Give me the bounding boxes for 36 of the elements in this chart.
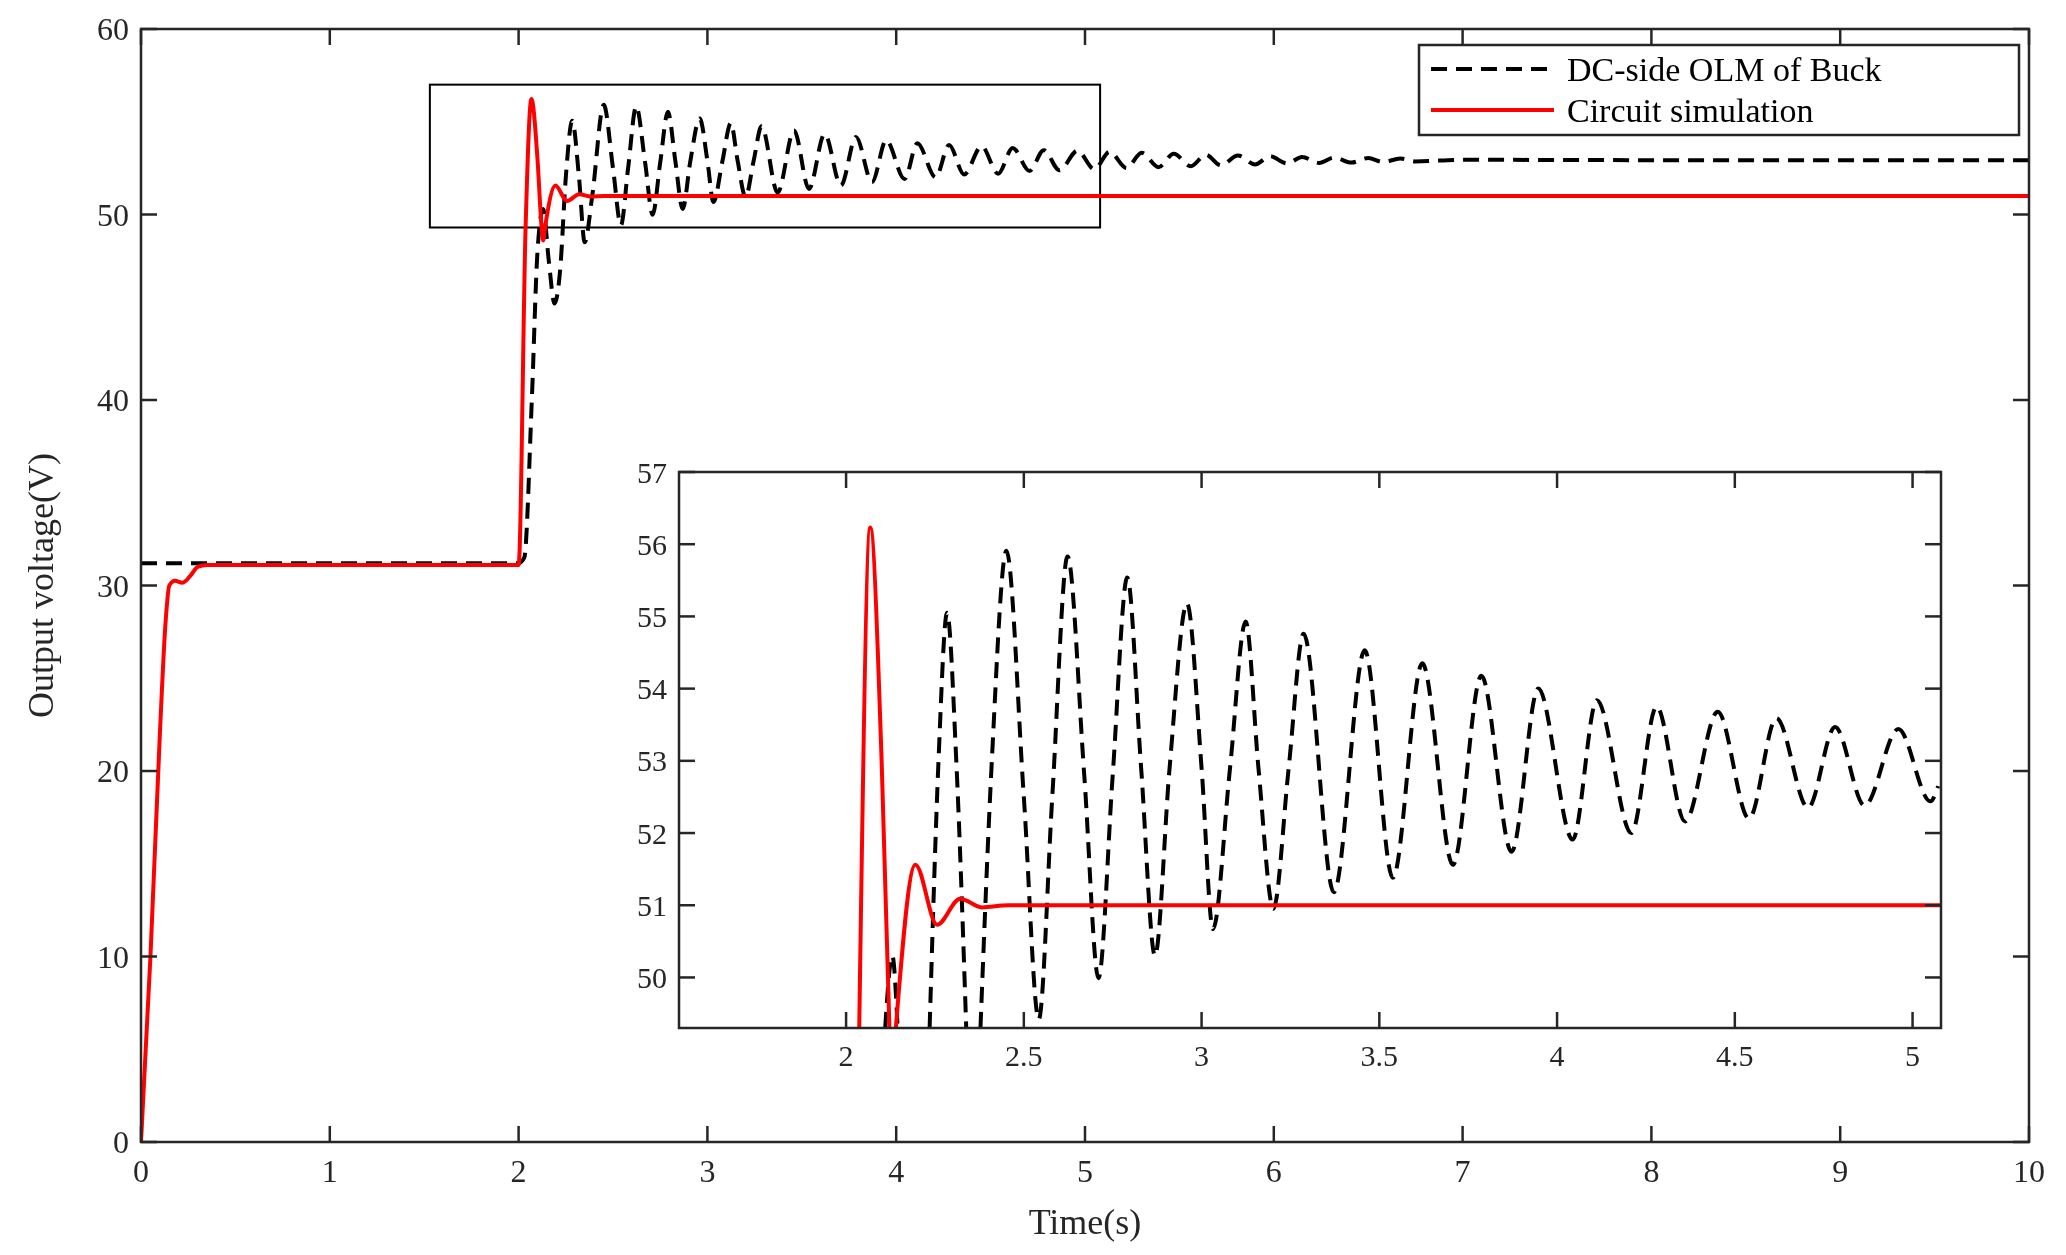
x-tick-label: 5: [1905, 1039, 1921, 1072]
y-tick-label: 50: [97, 196, 129, 233]
x-tick-label: 1: [321, 1153, 338, 1189]
y-tick-label: 56: [637, 527, 667, 561]
legend-label: DC-side OLM of Buck: [1567, 50, 1882, 88]
x-tick-label: 2: [510, 1153, 527, 1189]
y-tick-label: 60: [97, 11, 129, 48]
y-tick-label: 0: [113, 1124, 129, 1161]
y-tick-label: 50: [637, 960, 667, 994]
y-tick-label: 54: [637, 672, 667, 706]
y-tick-label: 10: [97, 938, 129, 975]
x-tick-label: 8: [1643, 1153, 1660, 1189]
x-tick-label: 3: [699, 1153, 716, 1189]
x-tick-label: 2.5: [1005, 1039, 1043, 1072]
y-tick-label: 55: [637, 599, 667, 633]
y-tick-label: 20: [97, 753, 129, 790]
x-tick-label: 4.5: [1716, 1039, 1754, 1072]
x-tick-label: 4: [1549, 1039, 1565, 1072]
y-tick-label: 51: [637, 888, 667, 922]
x-tick-label: 7: [1454, 1153, 1471, 1189]
x-tick-label: 5: [1077, 1153, 1093, 1189]
x-tick-label: 2: [838, 1039, 854, 1072]
x-tick-label: 9: [1832, 1153, 1849, 1189]
y-axis-title: Output voltage(V): [21, 453, 61, 718]
x-tick-label: 3.5: [1360, 1039, 1399, 1072]
y-tick-label: 52: [637, 816, 667, 850]
x-tick-label: 3: [1194, 1039, 1210, 1072]
y-tick-label: 57: [637, 455, 667, 489]
x-tick-label: 6: [1265, 1153, 1282, 1189]
x-axis-title: Time(s): [1028, 1202, 1142, 1242]
y-tick-label: 40: [97, 382, 129, 419]
x-tick-label: 10: [2013, 1153, 2045, 1189]
x-tick-label: 4: [888, 1153, 905, 1189]
y-tick-label: 53: [637, 744, 667, 778]
legend-label: Circuit simulation: [1567, 91, 1814, 129]
y-tick-label: 30: [97, 567, 129, 604]
